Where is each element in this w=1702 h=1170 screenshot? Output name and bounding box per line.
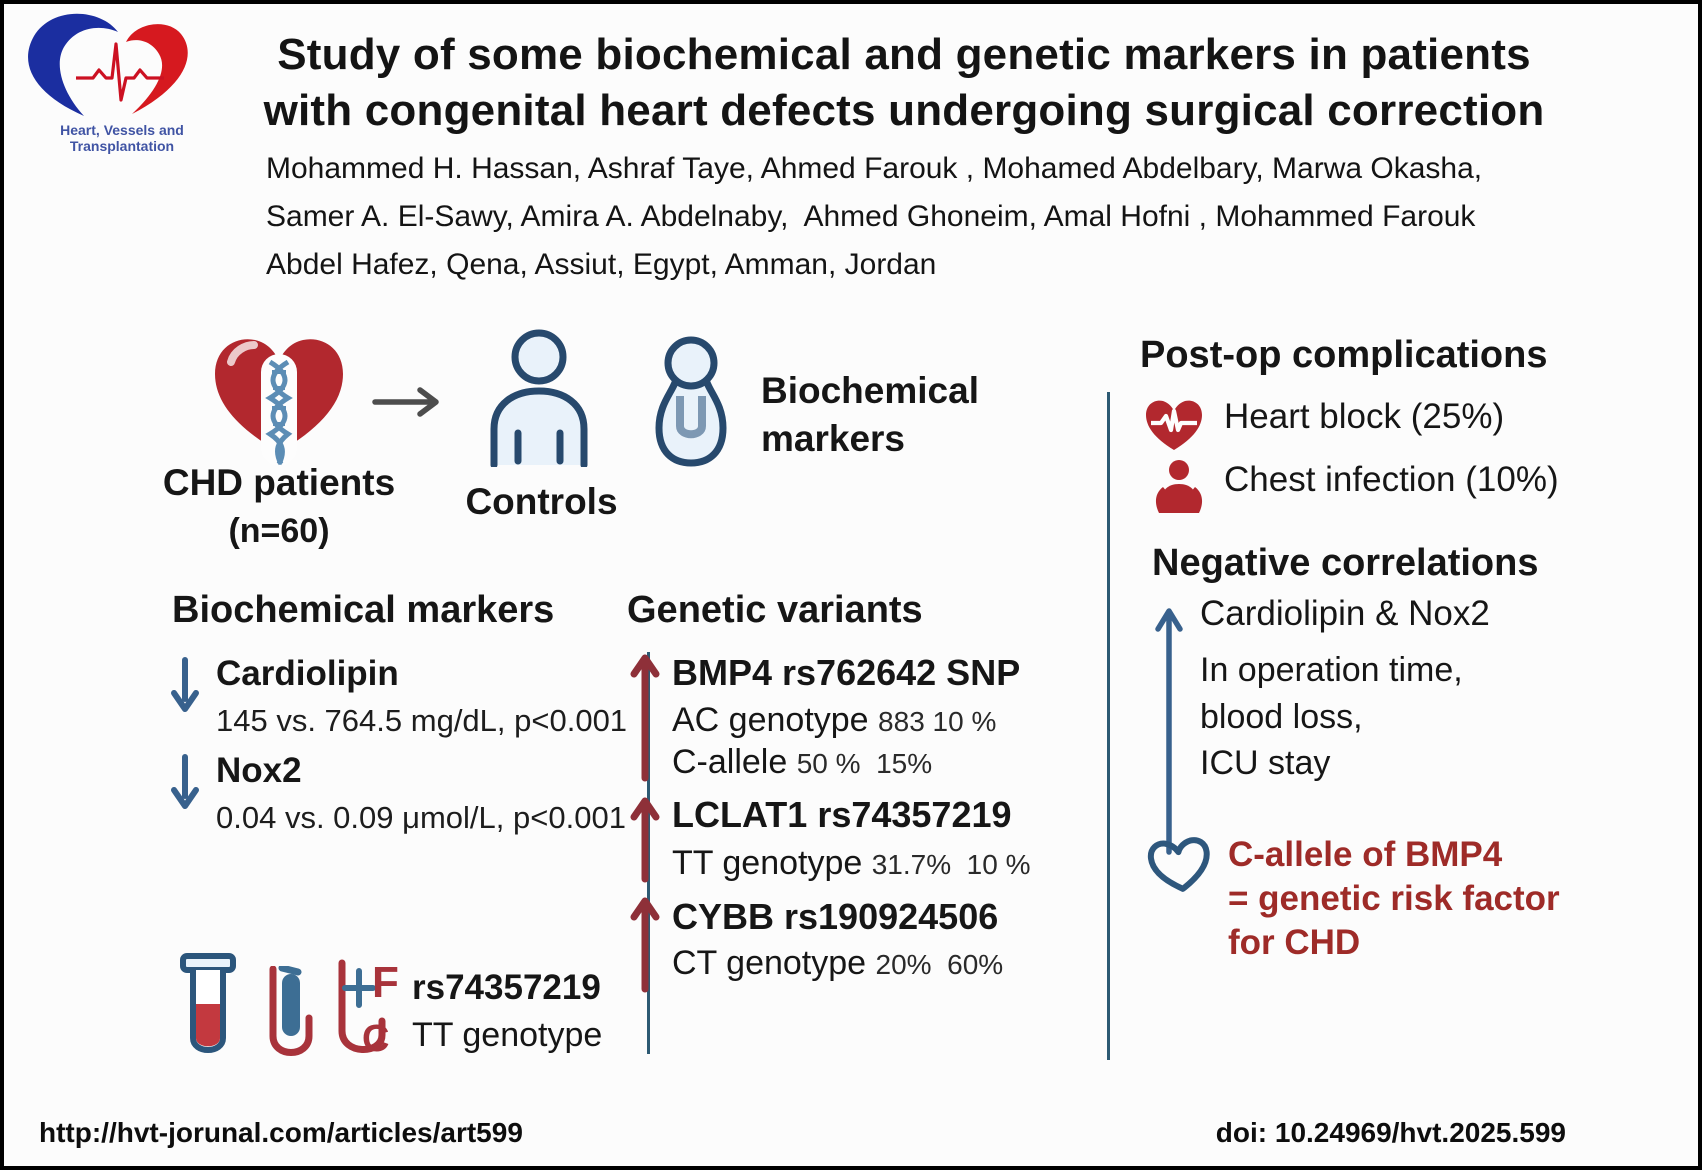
heart-outline-icon <box>1147 837 1210 892</box>
journal-name: Heart, Vessels and Transplantation <box>60 122 184 154</box>
sample-note-line-2: TT genotype <box>412 1016 603 1054</box>
variant-allele-values: 50 % 15% <box>796 748 933 779</box>
down-arrow-icon <box>171 657 199 712</box>
authors-line-3: Abdel Hafez, Qena, Assiut, Egypt, Amman,… <box>266 248 937 281</box>
genetic-panel-heading: Genetic variants <box>627 589 923 631</box>
page-title-line-2: with congenital heart defects undergoing… <box>263 86 1545 135</box>
variant-genotype-label: CT genotype <box>672 944 867 982</box>
chd-patients-n: (n=60) <box>228 512 330 550</box>
correlation-line: blood loss, <box>1200 698 1363 736</box>
journal-heart-ecg-logo-icon <box>28 13 188 116</box>
postop-item-label: Heart block (25%) <box>1224 397 1505 436</box>
heart-dna-icon <box>215 339 343 466</box>
specimen-label-line-2: markers <box>761 418 906 459</box>
authors-line-1: Mohammed H. Hassan, Ashraf Taye, Ahmed F… <box>266 152 1483 185</box>
sample-note-line-1: rs74357219 <box>412 968 601 1007</box>
controls-label: Controls <box>465 481 618 522</box>
variant-row: CT genotype 20% 60% <box>672 944 1003 983</box>
correlations-pair: Cardiolipin & Nox2 <box>1200 594 1490 633</box>
postop-heading: Post-op complications <box>1140 334 1548 376</box>
up-arrow-icon <box>630 654 660 782</box>
variant-row: TT genotype 31.7% 10 % <box>672 844 1031 883</box>
down-arrow-icon <box>171 754 199 809</box>
marker-stats: 0.04 vs. 0.09 μmol/L, p<0.001 <box>216 800 626 835</box>
variant-name: LCLAT1 rs74357219 <box>672 794 1012 835</box>
up-arrow-icon <box>1155 608 1183 855</box>
marker-name: Cardiolipin <box>216 654 399 693</box>
variant-row: AC genotype 883 10 % <box>672 701 996 740</box>
up-arrow-icon <box>630 797 660 883</box>
patient-icon <box>1155 460 1203 513</box>
chd-patients-label: CHD patients <box>162 462 396 503</box>
risk-line-2: = genetic risk factor <box>1228 879 1560 918</box>
authors-line-2: Samer A. El-Sawy, Amira A. Abdelnaby, Ah… <box>266 200 1476 233</box>
variant-name: CYBB rs190924506 <box>672 896 999 937</box>
doi-text: doi: 10.24969/hvt.2025.599 <box>1215 1117 1566 1148</box>
variant-genotype-values: 883 10 % <box>878 706 997 737</box>
postop-item-label: Chest infection (10%) <box>1224 460 1559 499</box>
serum-tube-icon <box>269 966 313 1056</box>
svg-text:C: C <box>362 1018 389 1060</box>
page-title-line-1: Study of some biochemical and genetic ma… <box>277 30 1531 79</box>
biochemical-panel-heading: Biochemical markers <box>172 589 555 631</box>
divider-right <box>1107 392 1110 1060</box>
svg-text:F: F <box>372 959 399 1007</box>
variant-genotype-values: 31.7% 10 % <box>871 849 1031 880</box>
variant-genotype-label: TT genotype <box>672 844 863 882</box>
right-arrow-icon <box>372 387 439 417</box>
marker-name: Nox2 <box>216 751 302 790</box>
urine-container-icon <box>655 336 727 467</box>
correlation-line: ICU stay <box>1200 744 1331 782</box>
variant-genotype-label: AC genotype <box>672 701 869 739</box>
specimen-label-line-1: Biochemical <box>761 370 979 411</box>
variant-row: C-allele 50 % 15% <box>672 743 932 782</box>
blood-tube-icon <box>180 953 236 1053</box>
variant-name: BMP4 rs762642 SNP <box>672 652 1021 693</box>
correlation-line: In operation time, <box>1200 651 1463 689</box>
risk-line-3: for CHD <box>1228 923 1361 962</box>
correlations-heading: Negative correlations <box>1152 542 1539 584</box>
heart-ecg-icon <box>1146 400 1202 450</box>
person-icon <box>490 329 588 467</box>
variant-genotype-values: 20% 60% <box>875 949 1004 980</box>
up-arrow-icon <box>630 897 660 993</box>
article-url-link[interactable]: http://hvt-jorunal.com/articles/art599 <box>39 1117 523 1148</box>
genotype-tube-icon: F C <box>338 959 399 1060</box>
marker-stats: 145 vs. 764.5 mg/dL, p<0.001 <box>216 703 628 738</box>
variant-allele-label: C-allele <box>672 743 788 781</box>
risk-line-1: C-allele of BMP4 <box>1228 835 1503 874</box>
